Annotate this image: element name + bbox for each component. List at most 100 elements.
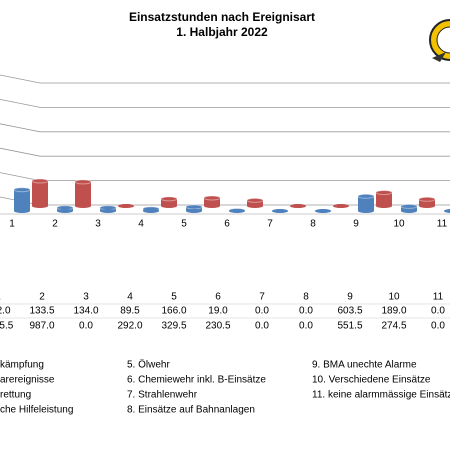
- bar-bottom: [204, 204, 220, 208]
- legend-item: 9. BMA unechte Alarme: [312, 360, 417, 371]
- grid-line: [0, 99, 450, 108]
- table-header: 8: [303, 292, 309, 303]
- bar-bottom: [143, 209, 159, 213]
- table-cell: 274.5: [381, 321, 406, 332]
- x-tick-label: 8: [310, 219, 316, 230]
- bar: [401, 206, 417, 211]
- bar-top: [400, 203, 418, 209]
- bar-bottom: [161, 204, 177, 208]
- bar-bottom: [272, 209, 288, 213]
- table-header: 3: [83, 292, 89, 303]
- bar-top: [203, 195, 221, 201]
- bar-top: [418, 196, 436, 202]
- bar-top: [160, 196, 178, 202]
- bar: [161, 198, 177, 206]
- bar-bottom: [333, 204, 349, 208]
- x-tick-label: 9: [353, 219, 359, 230]
- table-cell: 551.5: [337, 321, 362, 332]
- grid-line: [0, 147, 450, 157]
- bar-bottom: [186, 209, 202, 213]
- x-tick-label: 10: [393, 219, 405, 230]
- logo: [429, 19, 450, 62]
- table-header: 5: [171, 292, 177, 303]
- bar-bottom: [32, 204, 48, 208]
- bar-bottom: [57, 209, 73, 213]
- bar-bottom: [247, 204, 263, 208]
- legend-item: che Hilfeleistung: [0, 405, 73, 416]
- bar-top: [185, 204, 203, 210]
- bar: [247, 200, 263, 206]
- table-cell: 19.0: [208, 306, 228, 317]
- table-cell: 166.0: [161, 306, 186, 317]
- bar-bottom: [315, 209, 331, 213]
- table-header: 2: [39, 292, 45, 303]
- bar-top: [246, 197, 264, 203]
- grid-line: [0, 74, 450, 84]
- table-header: 4: [127, 292, 133, 303]
- bar: [186, 206, 202, 211]
- table-header: 7: [259, 292, 265, 303]
- bar: [14, 189, 30, 211]
- bar-top: [74, 179, 92, 185]
- bar: [376, 192, 392, 206]
- table-header: 9: [347, 292, 353, 303]
- legend-item: 8. Einsätze auf Bahnanlagen: [127, 405, 255, 416]
- legend-item: 7. Strahlenwehr: [127, 390, 198, 401]
- table-cell: 0.0: [255, 306, 269, 317]
- bar-bottom: [14, 209, 30, 213]
- table-cell: 0.0: [79, 321, 93, 332]
- legend-item: rettung: [0, 390, 31, 401]
- table-cell: 133.5: [29, 306, 54, 317]
- bar-bottom: [376, 204, 392, 208]
- table-cell: 230.5: [205, 321, 230, 332]
- bar-bottom: [401, 209, 417, 213]
- bar: [419, 199, 435, 206]
- bar-top: [357, 193, 375, 199]
- legend-item: 5. Ölwehr: [127, 359, 170, 371]
- table-cell: 89.5: [120, 306, 140, 317]
- x-tick-label: 1: [9, 219, 15, 230]
- x-tick-label: 5: [181, 219, 187, 230]
- bar-bottom: [444, 209, 450, 213]
- bar-bottom: [75, 204, 91, 208]
- table-header: 10: [388, 292, 400, 303]
- x-tick-label: 7: [267, 219, 273, 230]
- table-cell: 0.0: [299, 306, 313, 317]
- table-cell: 0.0: [431, 306, 445, 317]
- table-cell: 1025.5: [0, 321, 14, 332]
- bar-bottom: [229, 209, 245, 213]
- bar: [75, 181, 91, 206]
- bar: [32, 180, 48, 206]
- bar: [204, 197, 220, 206]
- table-cell: 0.0: [431, 321, 445, 332]
- bar-top: [31, 178, 49, 184]
- x-tick-label: 11: [437, 219, 448, 230]
- x-tick-label: 4: [138, 219, 144, 230]
- chart-title: Einsatzstunden nach Ereignisart: [129, 10, 315, 24]
- bar-bottom: [118, 204, 134, 208]
- x-tick-label: 2: [52, 219, 58, 230]
- bar-top: [13, 187, 31, 193]
- x-tick-label: 3: [95, 219, 101, 230]
- table-cell: 134.0: [73, 306, 98, 317]
- grid-line: [0, 172, 450, 182]
- table-cell: 987.0: [29, 321, 54, 332]
- table-header: 1: [0, 292, 1, 303]
- table-cell: 0.0: [299, 321, 313, 332]
- table-cell: 329.5: [161, 321, 186, 332]
- bar-bottom: [100, 209, 116, 213]
- table-header: 11: [433, 292, 444, 303]
- x-tick-label: 6: [224, 219, 230, 230]
- bar-bottom: [290, 204, 306, 208]
- legend-item: kämpfung: [0, 360, 44, 371]
- table-header: 6: [215, 292, 221, 303]
- legend-item: 11. keine alarmmässige Einsätze: [312, 390, 450, 401]
- legend-item: 6. Chemiewehr inkl. B-Einsätze: [127, 375, 266, 386]
- table-cell: 603.5: [337, 306, 362, 317]
- table-cell: 292.0: [117, 321, 142, 332]
- legend-item: 10. Verschiedene Einsätze: [312, 375, 431, 386]
- table-cell: 0.0: [255, 321, 269, 332]
- bar-top: [375, 190, 393, 196]
